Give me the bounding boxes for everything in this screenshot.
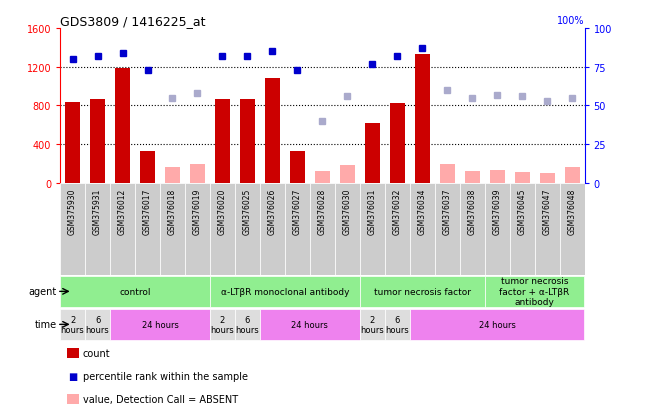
Text: 2
hours: 2 hours [61,315,84,334]
Text: GSM376048: GSM376048 [568,188,576,234]
Text: GSM376034: GSM376034 [418,188,427,235]
Bar [265,79,280,183]
Text: GSM376018: GSM376018 [168,188,177,234]
Bar [85,309,110,340]
Bar [560,183,584,275]
Text: 24 hours: 24 hours [479,320,516,329]
Bar [564,168,580,183]
Text: GSM376017: GSM376017 [143,188,152,234]
Bar [60,276,210,307]
Bar [435,183,460,275]
Text: ■: ■ [68,371,77,381]
Text: GSM376038: GSM376038 [468,188,477,234]
Bar [85,183,110,275]
Bar [360,183,385,275]
Bar [534,183,560,275]
Bar [260,183,285,275]
Bar [215,100,230,183]
Bar [60,183,85,275]
Bar [115,69,130,183]
Bar [514,173,530,183]
Text: 100%: 100% [557,16,584,26]
Text: tumor necrosis factor: tumor necrosis factor [373,287,471,296]
Text: GSM376030: GSM376030 [343,188,352,235]
Text: GSM376045: GSM376045 [518,188,526,235]
Bar [490,171,504,183]
Text: α-LTβR monoclonal antibody: α-LTβR monoclonal antibody [220,287,349,296]
Text: percentile rank within the sample: percentile rank within the sample [83,371,248,381]
Bar [484,183,510,275]
Text: GSM376019: GSM376019 [193,188,202,234]
Bar [210,183,235,275]
Bar [165,168,180,183]
Bar [389,104,405,183]
Bar [290,152,305,183]
Text: 2
hours: 2 hours [360,315,384,334]
Text: 6
hours: 6 hours [385,315,409,334]
Text: GSM376027: GSM376027 [293,188,302,234]
Bar [235,309,260,340]
Bar [210,276,360,307]
Bar [190,165,205,183]
Text: GSM376020: GSM376020 [218,188,227,234]
Text: GSM376028: GSM376028 [318,188,327,234]
Bar [409,309,584,340]
Text: GDS3809 / 1416225_at: GDS3809 / 1416225_at [60,15,206,28]
Bar [260,309,360,340]
Text: 24 hours: 24 hours [291,320,328,329]
Bar [510,183,534,275]
Bar [235,183,260,275]
Text: 2
hours: 2 hours [210,315,234,334]
Text: GSM376025: GSM376025 [243,188,252,234]
Bar [365,123,379,183]
Text: GSM376032: GSM376032 [393,188,401,234]
Bar [360,276,484,307]
Text: count: count [83,349,110,358]
Bar [65,102,80,183]
Bar [160,183,185,275]
Text: GSM376031: GSM376031 [368,188,377,234]
Bar [315,172,330,183]
Text: control: control [120,287,151,296]
Bar [210,309,235,340]
Text: GSM375930: GSM375930 [68,188,77,235]
Bar [460,183,484,275]
Bar [60,309,85,340]
Text: 6
hours: 6 hours [236,315,259,334]
Bar [340,166,355,183]
Bar [385,309,409,340]
Bar [360,309,385,340]
Bar [110,309,210,340]
Bar [465,172,480,183]
Bar [185,183,210,275]
Text: 24 hours: 24 hours [142,320,178,329]
Bar [110,183,135,275]
Bar [335,183,360,275]
Bar [540,174,554,183]
Bar [140,152,155,183]
Bar [440,165,455,183]
Text: GSM375931: GSM375931 [93,188,102,234]
Bar [240,100,255,183]
Bar [484,276,584,307]
Bar [90,100,105,183]
Text: GSM376026: GSM376026 [268,188,277,234]
Text: agent: agent [29,287,57,297]
Text: 6
hours: 6 hours [86,315,110,334]
Bar [285,183,310,275]
Bar [310,183,335,275]
Text: tumor necrosis
factor + α-LTβR
antibody: tumor necrosis factor + α-LTβR antibody [500,277,570,306]
Text: GSM376047: GSM376047 [542,188,552,235]
Bar [415,55,430,183]
Bar [409,183,435,275]
Text: time: time [35,320,57,330]
Text: GSM376012: GSM376012 [118,188,127,234]
Text: GSM376037: GSM376037 [443,188,452,235]
Bar [385,183,409,275]
Bar [135,183,160,275]
Text: GSM376039: GSM376039 [492,188,502,235]
Text: value, Detection Call = ABSENT: value, Detection Call = ABSENT [83,394,238,404]
